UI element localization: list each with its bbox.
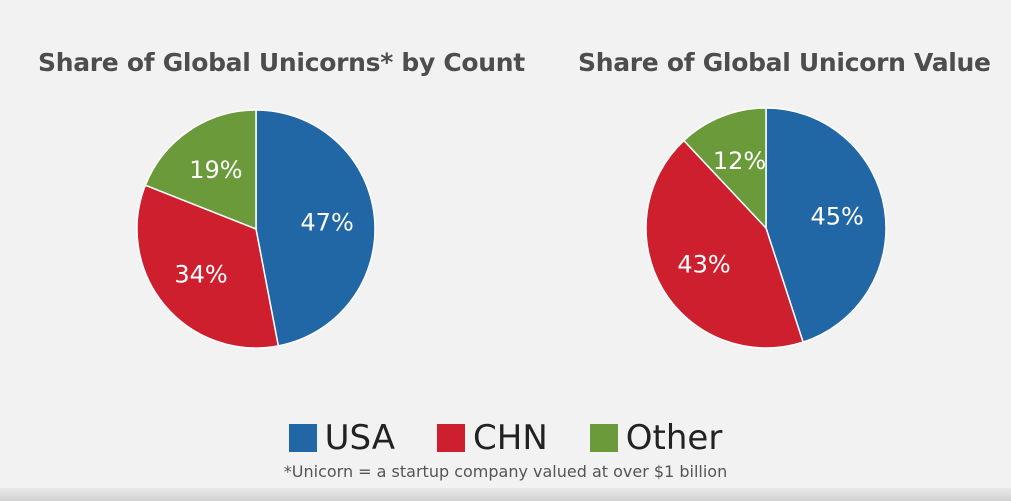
pie-label-chn: 43% [677,251,730,279]
legend-item-usa: USA [288,418,396,458]
legend-label-usa: USA [324,418,396,458]
legend-item-chn: CHN [437,421,548,455]
pie-label-chn: 34% [174,261,227,289]
pie-slice-other [682,107,767,230]
legend-label-other: Other [625,418,723,458]
legend-swatch-other [589,424,618,452]
pie-slice-usa [255,109,376,347]
legend: USA CHN Other [0,421,1011,455]
pie-chart-value: 45% 43% 12% [645,107,887,349]
pie-slice-usa [765,107,887,344]
pie-chart-count: 47% 34% 19% [136,109,376,349]
legend-label-chn: CHN [473,418,548,458]
chart-title-value: Share of Global Unicorn Value [578,48,991,77]
pie-label-other: 12% [713,147,766,175]
bottom-bar [0,488,1011,501]
chart-title-count: Share of Global Unicorns* by Count [38,48,525,77]
pie-label-usa: 47% [300,208,353,236]
pie-slice-chn [136,184,280,349]
pie-slice-other [144,109,257,231]
legend-item-other: Other [589,418,723,458]
footnote: *Unicorn = a startup company valued at o… [283,462,728,481]
legend-swatch-usa [288,424,317,452]
pie-label-usa: 45% [810,203,863,231]
pie-label-other: 19% [189,156,242,184]
pie-slice-chn [645,139,805,349]
legend-swatch-chn [437,424,466,452]
